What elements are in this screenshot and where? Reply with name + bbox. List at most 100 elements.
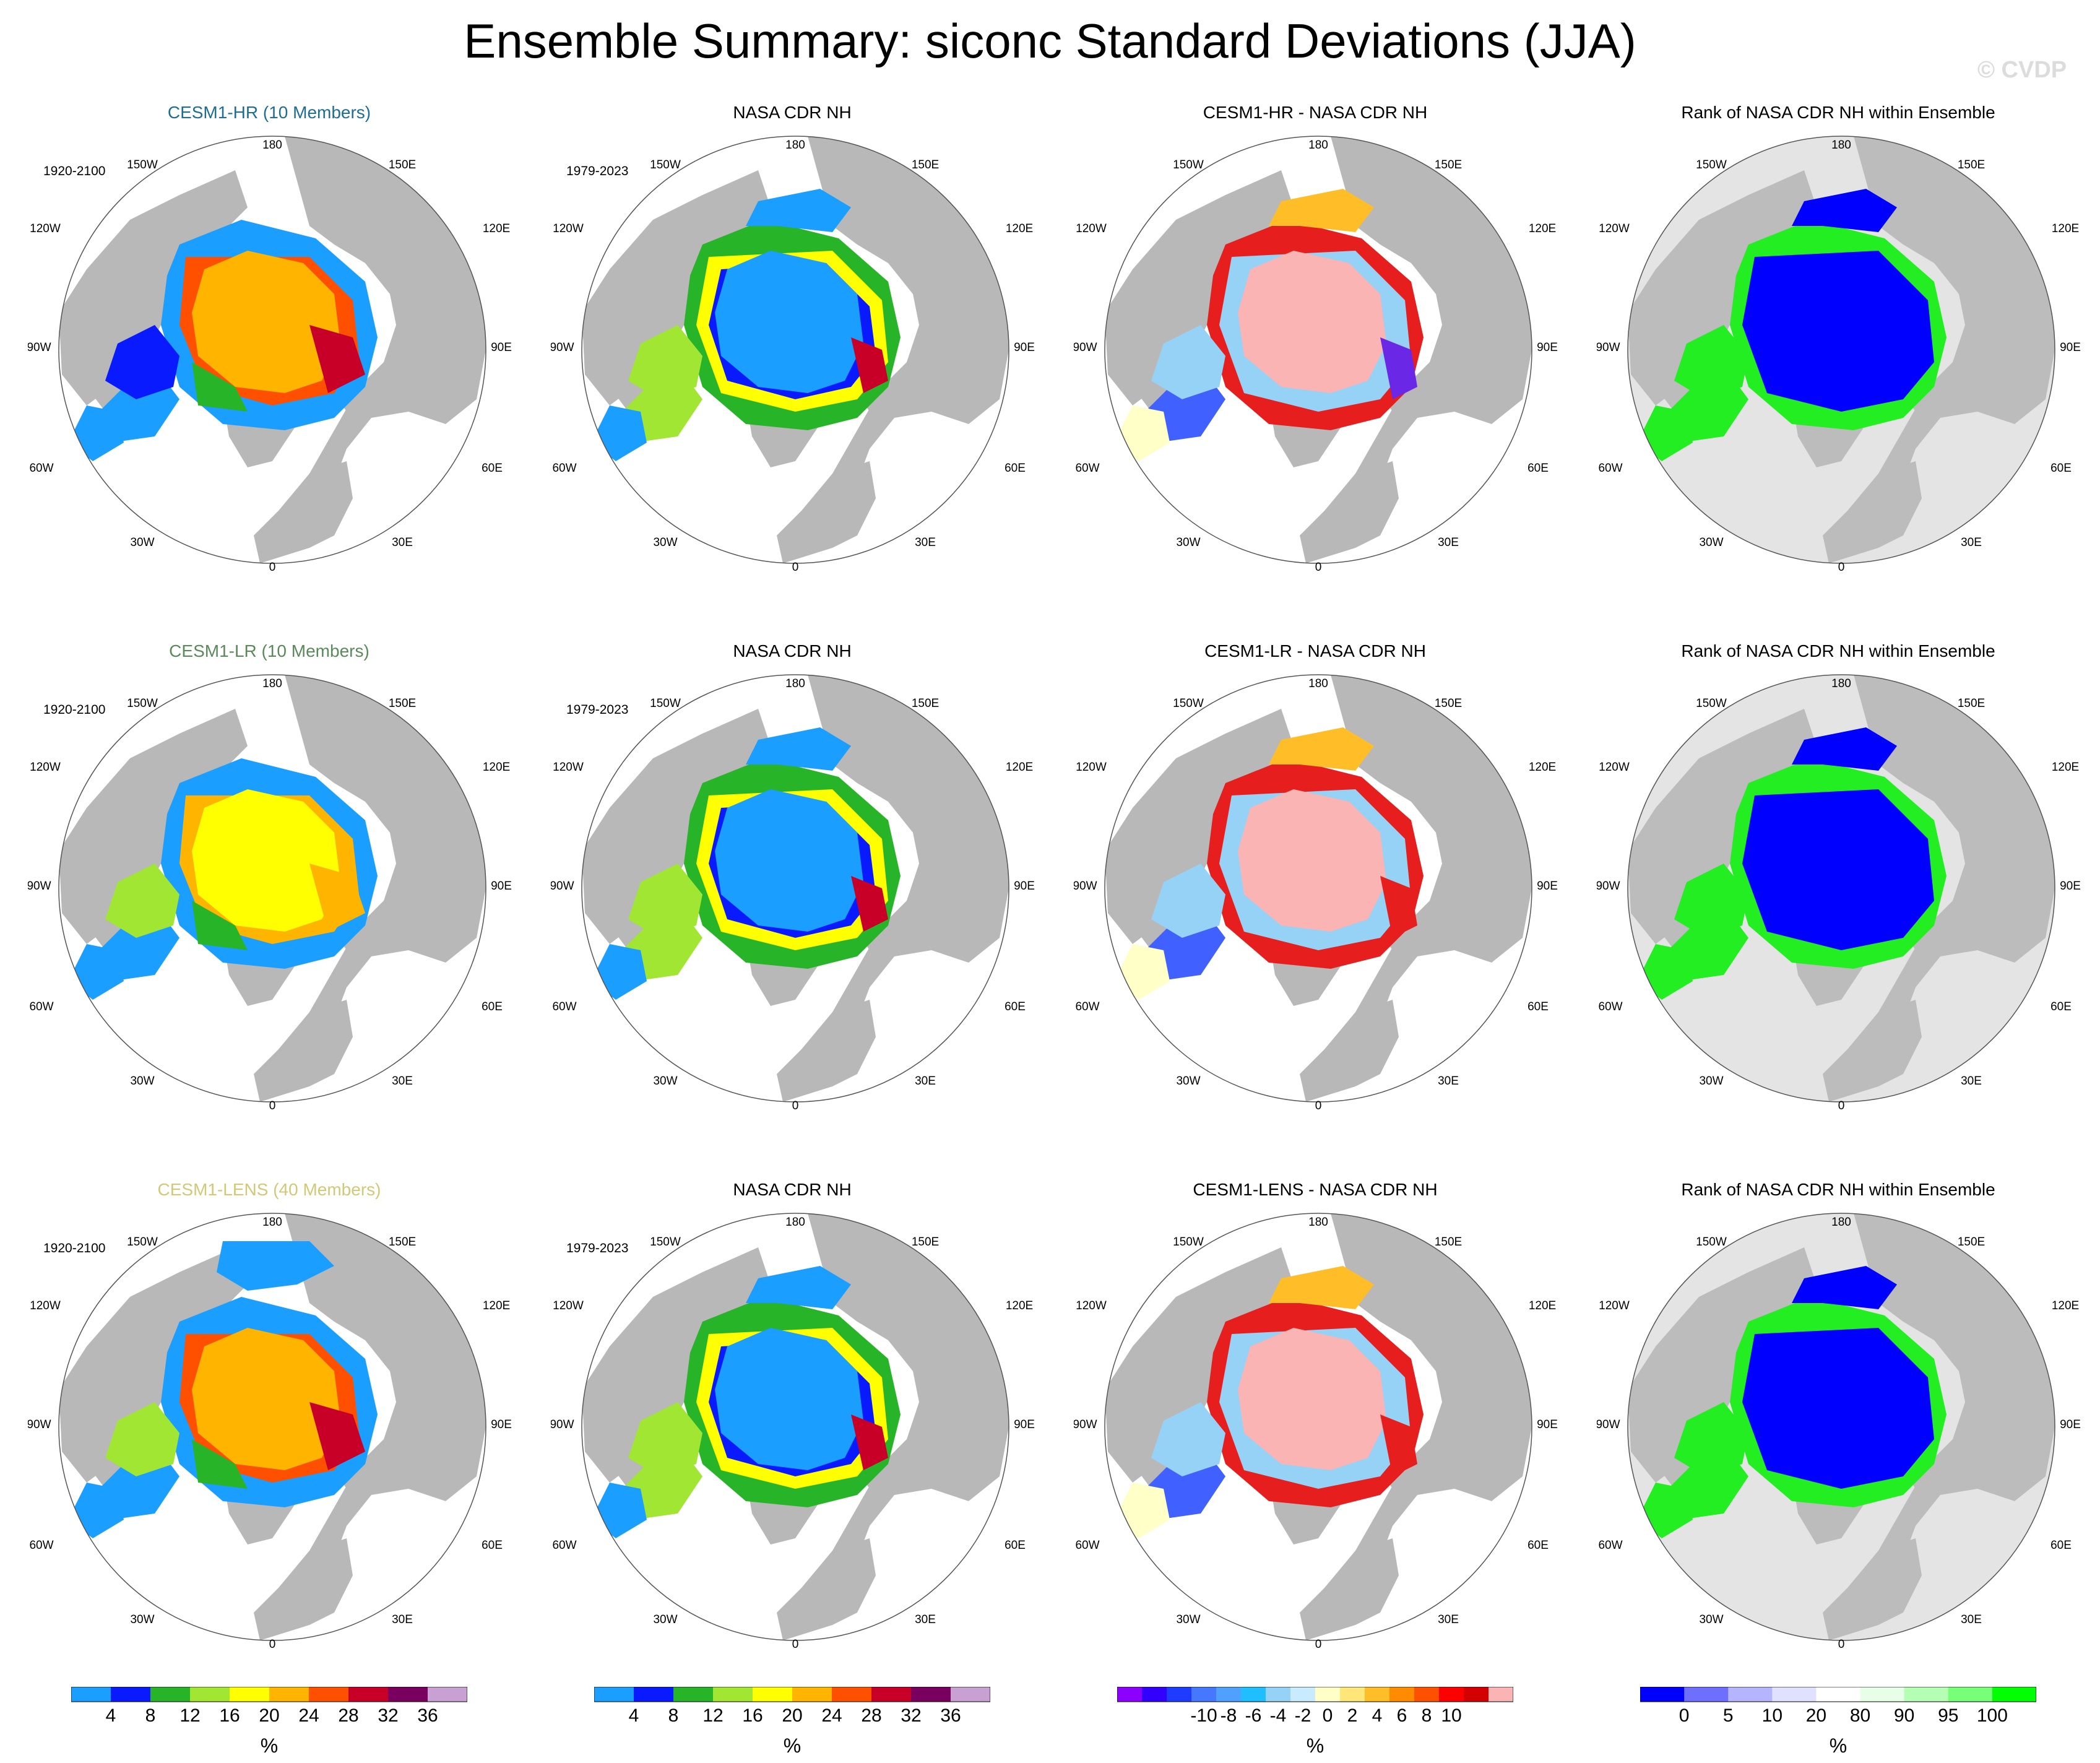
lon-label-upper_left: 150W <box>127 697 158 710</box>
lon-label-right: 90E <box>2060 880 2081 893</box>
colorbar-swatch <box>753 1687 793 1702</box>
land-scandinavia <box>1866 461 1922 548</box>
period-label: 1920-2100 <box>43 1241 106 1255</box>
lon-label-lower_right: 30E <box>392 1613 413 1626</box>
colorbar-units: % <box>261 1735 278 1755</box>
land-scandinavia <box>820 1538 876 1625</box>
lon-label-upper_right: 150E <box>1958 1236 1985 1249</box>
land-scandinavia <box>297 1538 353 1625</box>
land-novaya <box>919 876 944 938</box>
colorbar-label: 10 <box>1762 1705 1782 1726</box>
lon-label-bottom: 0 <box>1315 561 1322 574</box>
land-novaya <box>1965 337 1990 399</box>
lon-label-upper_right: 150E <box>389 697 416 710</box>
colorbar-swatch <box>1340 1687 1365 1702</box>
lon-label-top: 180 <box>262 139 282 152</box>
lon-label-bottom: 0 <box>1838 561 1845 574</box>
land <box>582 675 1009 1102</box>
map-border <box>1104 136 1532 564</box>
field-caa <box>105 864 179 938</box>
field-central-basin <box>715 1328 863 1470</box>
lon-label-lower_right: 30E <box>392 1075 413 1088</box>
lon-label-mid_upper_left: 120W <box>1076 761 1107 774</box>
colorbar-label: 24 <box>821 1705 842 1726</box>
lon-label-mid_upper_left: 120W <box>553 761 584 774</box>
polar-map-model: 180 150W 150E 120W 120E 90W 90E 60W 60E 30W 30E 0 <box>28 136 512 574</box>
land-novaya <box>396 337 421 399</box>
lon-label-upper_right: 150E <box>1435 158 1462 171</box>
lon-label-top: 180 <box>1308 1216 1328 1229</box>
panel-title: NASA CDR NH <box>733 1180 852 1199</box>
lon-label-mid_lower_left: 60W <box>29 1539 53 1552</box>
polar-map-diff: 180 150W 150E 120W 120E 90W 90E 60W 60E 30W 30E 0 <box>1074 1213 1558 1651</box>
colorbar-swatch <box>1464 1687 1489 1702</box>
lon-label-mid_upper_left: 120W <box>30 761 61 774</box>
map-border <box>1627 1213 2055 1641</box>
lon-label-lower_right: 30E <box>1961 1075 1982 1088</box>
colorbar-swatch <box>428 1687 467 1702</box>
panel-title: CESM1-HR (10 Members) <box>167 103 371 122</box>
land-northAmerica <box>1105 709 1294 944</box>
lon-label-mid_upper_left: 120W <box>30 1299 61 1312</box>
land-eurasia <box>1823 136 2055 563</box>
colorbar-label: 36 <box>417 1705 438 1726</box>
colorbar-swatch <box>1992 1687 2036 1702</box>
polar-map-diff: 180 150W 150E 120W 120E 90W 90E 60W 60E 30W 30E 0 <box>1074 674 1558 1112</box>
lon-label-left: 90W <box>1074 880 1097 893</box>
panel-title: NASA CDR NH <box>733 641 852 661</box>
land-scandinavia <box>820 461 876 548</box>
lon-label-top: 180 <box>785 1216 805 1229</box>
lon-label-lower_left: 30W <box>130 536 154 549</box>
colorbar-swatch <box>792 1687 832 1702</box>
colorbar: -10 -8 -6 -4 -2 0 2 4 6 8 10% <box>1117 1687 1513 1755</box>
colorbar-label: 0 <box>1323 1705 1333 1726</box>
land-eurasia <box>1823 675 2055 1102</box>
land-novaya <box>919 337 944 399</box>
polar-map-obs: 180 150W 150E 120W 120E 90W 90E 60W 60E 30W 30E 0 <box>551 1213 1035 1651</box>
period-label: 1979-2023 <box>566 164 629 178</box>
lon-label-upper_left: 150W <box>1696 697 1727 710</box>
colorbar-label: 95 <box>1938 1705 1958 1726</box>
lon-label-lower_left: 30W <box>130 1075 154 1088</box>
lon-label-mid_upper_right: 120E <box>1006 761 1033 774</box>
colorbar-swatch <box>1948 1687 1993 1702</box>
colorbar-swatch <box>1117 1687 1143 1702</box>
map-border <box>581 136 1009 564</box>
land-scandinavia <box>1866 1000 1922 1086</box>
panel-title: Rank of NASA CDR NH within Ensemble <box>1681 1180 1995 1199</box>
field-siberian-coast <box>1792 1266 1897 1309</box>
lon-label-lower_right: 30E <box>392 536 413 549</box>
colorbar-swatch <box>871 1687 912 1702</box>
lon-label-mid_upper_right: 120E <box>2052 761 2079 774</box>
land-eurasia <box>1300 1213 1532 1640</box>
colorbar-swatch <box>348 1687 389 1702</box>
colorbar-swatch <box>673 1687 714 1702</box>
lon-label-mid_upper_left: 120W <box>1599 222 1630 235</box>
colorbar-label: 8 <box>145 1705 156 1726</box>
colorbar-swatch <box>1315 1687 1341 1702</box>
lon-label-top: 180 <box>262 677 282 690</box>
colorbar-label: -4 <box>1270 1705 1287 1726</box>
panel-title: NASA CDR NH <box>733 103 852 122</box>
colorbar-swatch <box>1167 1687 1192 1702</box>
lon-label-mid_lower_right: 60E <box>2050 462 2072 475</box>
colorbar-swatch <box>1191 1687 1217 1702</box>
lon-label-right: 90E <box>1014 341 1035 354</box>
lon-label-mid_upper_right: 120E <box>483 1299 510 1312</box>
lon-label-upper_left: 150W <box>650 1236 681 1249</box>
colorbar-swatch <box>832 1687 872 1702</box>
lon-label-mid_lower_right: 60E <box>2050 1539 2072 1552</box>
field-siberian-coast <box>1269 727 1374 771</box>
lon-label-mid_lower_left: 60W <box>29 1000 53 1013</box>
lon-label-left: 90W <box>1074 341 1097 354</box>
lon-label-upper_right: 150E <box>389 158 416 171</box>
lon-label-right: 90E <box>1537 880 1558 893</box>
land-novaya <box>1442 337 1467 399</box>
lon-label-right: 90E <box>491 880 512 893</box>
land-novaya <box>1442 876 1467 938</box>
land-northAmerica <box>59 170 248 405</box>
colorbar-label: 12 <box>179 1705 200 1726</box>
colorbar-label: 4 <box>106 1705 116 1726</box>
map-border <box>58 674 486 1102</box>
lon-label-mid_lower_right: 60E <box>1005 462 1026 475</box>
